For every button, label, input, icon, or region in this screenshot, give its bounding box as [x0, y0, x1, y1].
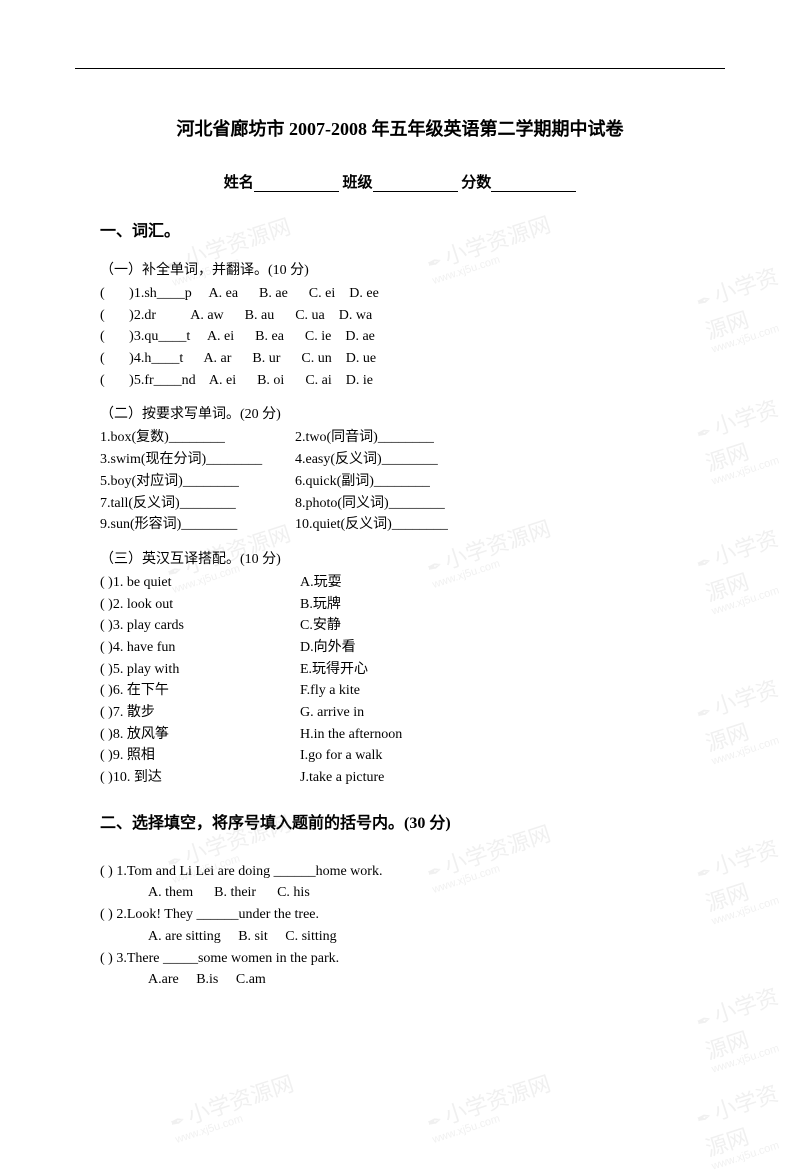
sec2-options: A. are sitting B. sit C. sitting — [100, 926, 700, 948]
score-label: 分数 — [461, 175, 491, 191]
class-label: 班级 — [342, 175, 372, 191]
watermark: ✒小学资源网www.xj5u.com — [691, 974, 800, 1075]
sub3-row: ( )1. be quietA.玩耍 — [100, 572, 700, 594]
sub1-row: ( )4.h____t A. ar B. ur C. un D. ue — [100, 348, 700, 370]
score-blank[interactable] — [491, 176, 576, 192]
sub3-row: ( )6. 在下午F.fly a kite — [100, 680, 700, 702]
name-label: 姓名 — [224, 175, 254, 191]
sub2-row: 7.tall(反义词)________8.photo(同义词)________ — [100, 493, 700, 515]
sub3-rows: ( )1. be quietA.玩耍( )2. look outB.玩牌( )3… — [100, 572, 700, 789]
sub3-row: ( )9. 照相I.go for a walk — [100, 745, 700, 767]
sub2-rows: 1.box(复数)________2.two(同音词)________3.swi… — [100, 427, 700, 535]
sub3-row: ( )10. 到达J.take a picture — [100, 767, 700, 789]
sub2-row: 9.sun(形容词)________10.quiet(反义词)________ — [100, 514, 700, 536]
watermark: ✒小学资源网www.xj5u.com — [422, 1066, 558, 1146]
sec2-rows: ( ) 1.Tom and Li Lei are doing ______hom… — [100, 861, 700, 991]
watermark: ✒小学资源网www.xj5u.com — [691, 254, 800, 355]
top-rule — [75, 68, 725, 69]
sub2-row: 1.box(复数)________2.two(同音词)________ — [100, 427, 700, 449]
sub1-row: ( )1.sh____p A. ea B. ae C. ei D. ee — [100, 283, 700, 305]
sec2-options: A.are B.is C.am — [100, 969, 700, 991]
sub3-row: ( )5. play withE.玩得开心 — [100, 659, 700, 681]
sub2-row: 5.boy(对应词)________6.quick(副词)________ — [100, 471, 700, 493]
sub3-row: ( )3. play cardsC.安静 — [100, 615, 700, 637]
watermark: ✒小学资源网www.xj5u.com — [691, 516, 800, 617]
sub1-row: ( )2.dr A. aw B. au C. ua D. wa — [100, 305, 700, 327]
sub1-rows: ( )1.sh____p A. ea B. ae C. ei D. ee( )2… — [100, 283, 700, 391]
sub3-row: ( )8. 放风筝H.in the afternoon — [100, 724, 700, 746]
watermark: ✒小学资源网www.xj5u.com — [691, 1071, 800, 1172]
sub1-row: ( )5.fr____nd A. ei B. oi C. ai D. ie — [100, 370, 700, 392]
feather-icon: ✒ — [694, 1009, 715, 1034]
watermark: ✒小学资源网www.xj5u.com — [165, 1066, 301, 1146]
sub1-row: ( )3.qu____t A. ei B. ea C. ie D. ae — [100, 326, 700, 348]
sub1-heading: （一）补全单词，并翻译。(10 分) — [100, 259, 700, 279]
name-blank[interactable] — [254, 176, 339, 192]
section1-heading: 一、词汇。 — [100, 217, 700, 241]
section2-heading: 二、选择填空，将序号填入题前的括号内。(30 分) — [100, 809, 700, 833]
info-line: 姓名 班级 分数 — [100, 171, 700, 192]
sec2-question: ( ) 3.There _____some women in the park. — [100, 948, 700, 970]
page-title: 河北省廊坊市 2007-2008 年五年级英语第二学期期中试卷 — [100, 115, 700, 141]
watermark: ✒小学资源网www.xj5u.com — [691, 826, 800, 927]
sub3-row: ( )4. have funD.向外看 — [100, 637, 700, 659]
feather-icon: ✒ — [167, 1110, 188, 1135]
class-blank[interactable] — [373, 176, 458, 192]
sub2-heading: （二）按要求写单词。(20 分) — [100, 403, 700, 423]
sub2-row: 3.swim(现在分词)________4.easy(反义词)________ — [100, 449, 700, 471]
feather-icon: ✒ — [694, 1106, 715, 1131]
watermark: ✒小学资源网www.xj5u.com — [691, 386, 800, 487]
watermark: ✒小学资源网www.xj5u.com — [691, 666, 800, 767]
sub3-row: ( )2. look outB.玩牌 — [100, 594, 700, 616]
feather-icon: ✒ — [424, 1110, 445, 1135]
sub3-row: ( )7. 散步G. arrive in — [100, 702, 700, 724]
sub3-heading: （三）英汉互译搭配。(10 分) — [100, 548, 700, 568]
sec2-question: ( ) 1.Tom and Li Lei are doing ______hom… — [100, 861, 700, 883]
sec2-question: ( ) 2.Look! They ______under the tree. — [100, 904, 700, 926]
sec2-options: A. them B. their C. his — [100, 882, 700, 904]
